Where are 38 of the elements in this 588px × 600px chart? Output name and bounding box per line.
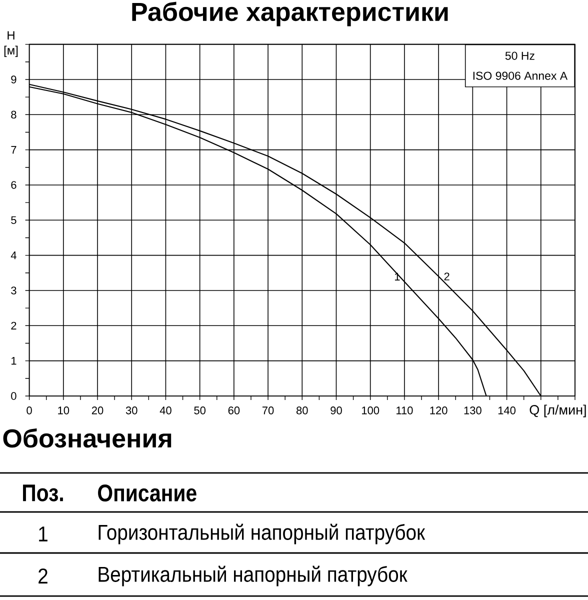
x-tick-label: 110 [396, 406, 413, 414]
text: Обозначения [3, 428, 172, 448]
annotation: 50 Hz [505, 52, 534, 60]
x-tick-label: 60 [228, 406, 240, 414]
x-tick-label: 120 [430, 406, 448, 414]
text: Горизонтальный напорный патрубок [98, 524, 426, 544]
text: 1 [39, 526, 48, 542]
x-tick-label: 140 [498, 406, 516, 414]
y-tick-label: 9 [11, 76, 16, 84]
y-tick-label: 1 [11, 357, 16, 365]
y-axis-title: H [м] [4, 31, 18, 57]
x-tick-label: 40 [160, 406, 172, 414]
chart-title: Рабочие характеристики [132, 2, 448, 26]
x-tick-label: 30 [126, 406, 138, 414]
y-tick-label: 4 [10, 252, 16, 260]
x-tick-label: 0 [26, 406, 32, 414]
y-tick-label: 8 [11, 110, 16, 119]
y-tick-label: 3 [11, 286, 16, 294]
series-label: 2 [444, 272, 450, 280]
x-tick-label: 20 [92, 406, 104, 414]
y-tick-label: 6 [11, 181, 16, 189]
x-tick-label: 10 [58, 406, 70, 414]
x-axis-title: Q [л/мин] [530, 404, 586, 418]
y-tick-label: 2 [11, 322, 16, 330]
annotation: ISO 9906 Annex A [473, 72, 568, 80]
text: Описание [98, 484, 196, 502]
text: 2 [38, 568, 48, 584]
y-tick-label: 0 [11, 392, 16, 400]
x-tick-label: 80 [296, 406, 308, 414]
x-tick-label: 90 [330, 406, 342, 414]
x-tick-label: 100 [362, 406, 380, 414]
text: Поз. [23, 484, 63, 502]
x-tick-label: 70 [262, 406, 274, 414]
y-tick-label: 5 [11, 216, 16, 224]
text: Вертикальный напорный патрубок [98, 566, 408, 586]
x-tick-label: 130 [464, 406, 482, 414]
x-tick-label: 50 [194, 406, 206, 414]
y-tick-label: 7 [11, 146, 16, 154]
